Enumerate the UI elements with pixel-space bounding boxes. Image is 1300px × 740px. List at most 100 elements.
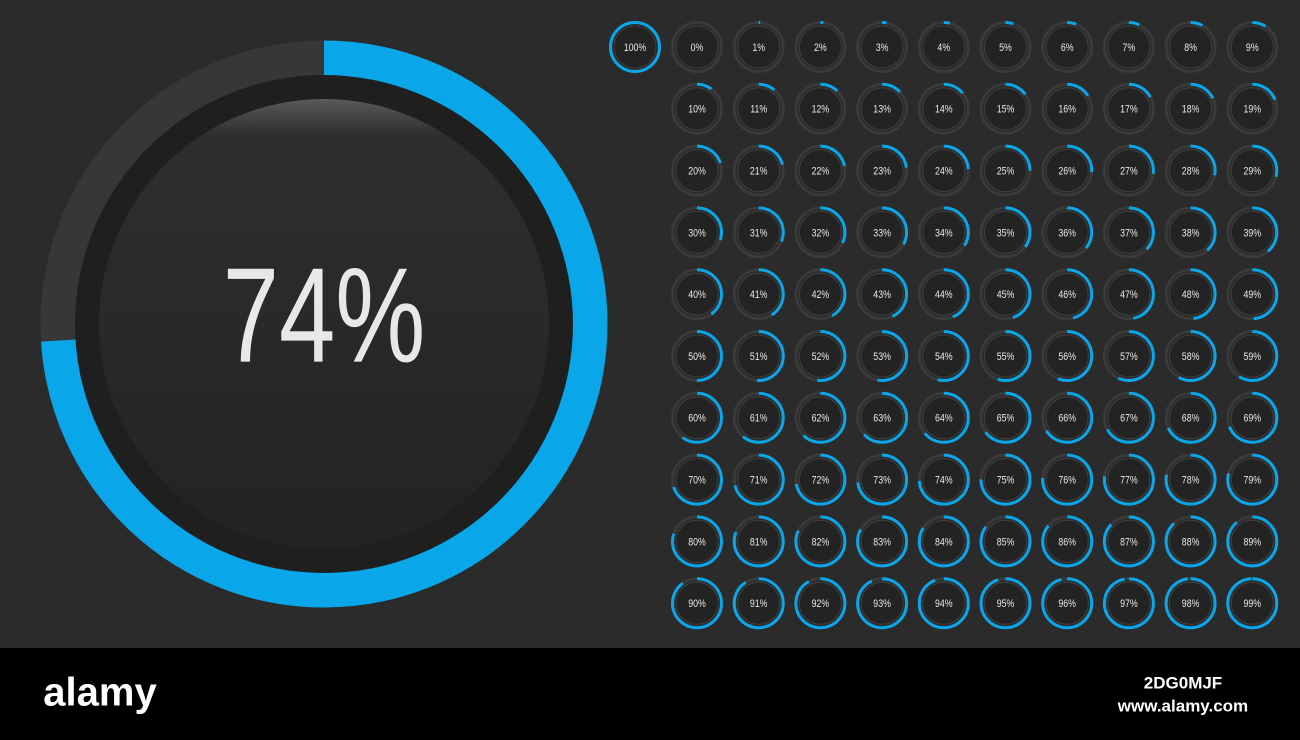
meter-label: 41% — [750, 289, 768, 301]
meter-button — [984, 25, 1027, 69]
meter-label: 98% — [1182, 598, 1200, 610]
meter-label: 93% — [873, 598, 891, 610]
meter-label: 52% — [812, 351, 830, 363]
meter-button — [1230, 25, 1274, 69]
meter-label: 63% — [873, 413, 891, 425]
meter-arc — [1102, 206, 1155, 259]
meter-label: 45% — [997, 289, 1015, 301]
meter-arc — [794, 453, 847, 506]
meter-arc — [917, 330, 970, 382]
meter-arc — [1164, 268, 1217, 321]
meter-button — [675, 87, 719, 131]
meter-arc — [732, 391, 785, 444]
meter-arc — [1102, 515, 1155, 568]
meter-label: 4% — [937, 42, 950, 54]
meter-label: 69% — [1244, 413, 1262, 425]
meter-label: 42% — [812, 289, 830, 301]
meter-arc — [1102, 577, 1155, 630]
meter-label: 20% — [688, 166, 706, 178]
meter-arc — [794, 206, 847, 259]
meter-button — [860, 396, 904, 440]
meter-arc — [671, 268, 723, 321]
meter-button — [1045, 520, 1089, 563]
meter-label: 6% — [1061, 42, 1074, 54]
meter-arc — [609, 21, 661, 73]
meter-button — [675, 396, 719, 440]
meter-arc — [1164, 391, 1217, 444]
meter-arc — [40, 40, 608, 608]
meter-label: 81% — [750, 536, 768, 548]
meter-label: 29% — [1244, 166, 1262, 178]
meter-label: 16% — [1058, 104, 1076, 116]
meter-button — [799, 272, 842, 316]
meter-button — [1045, 581, 1089, 625]
meter-label: 59% — [1244, 351, 1262, 363]
meter-button — [675, 334, 719, 378]
meter-button — [737, 149, 781, 193]
meter-button — [737, 581, 781, 625]
meter-button — [675, 149, 719, 193]
meter-arc — [1226, 268, 1279, 321]
meter-button — [1045, 149, 1089, 193]
meter-button — [860, 87, 904, 131]
meter-label: 80% — [688, 536, 706, 548]
meter-arc — [1226, 21, 1279, 73]
meter-label: 97% — [1120, 598, 1138, 610]
meter-arc — [1102, 144, 1155, 197]
meter-label: 74% — [223, 241, 426, 391]
meter-arc — [1102, 330, 1155, 382]
meter-arc — [1164, 330, 1217, 382]
meter-arc — [917, 82, 970, 135]
meter-label: 39% — [1244, 227, 1262, 239]
meter-arc — [794, 391, 847, 444]
meter-button — [1107, 87, 1151, 131]
meter-button — [984, 458, 1027, 502]
meter-button — [799, 334, 842, 378]
meter-arc — [1226, 453, 1279, 506]
meter-label: 96% — [1058, 598, 1076, 610]
meter-arc — [856, 330, 909, 382]
meter-arc — [856, 577, 909, 630]
meter-button — [1230, 458, 1274, 502]
meter-label: 7% — [1123, 42, 1136, 54]
meter-label: 34% — [935, 227, 953, 239]
meter-button — [799, 581, 842, 625]
meter-label: 48% — [1182, 289, 1200, 301]
meter-button — [922, 272, 966, 316]
meter-arc — [671, 206, 723, 259]
meter-arc — [1041, 206, 1094, 259]
meter-arc — [1226, 577, 1279, 630]
meter-label: 0% — [691, 42, 704, 54]
meter-arc — [917, 577, 970, 630]
meter-label: 73% — [873, 475, 891, 487]
meter-button — [1107, 581, 1151, 625]
meter-arc — [732, 206, 785, 259]
meter-label: 66% — [1058, 413, 1076, 425]
meter-arc — [732, 21, 785, 73]
meter-label: 65% — [997, 413, 1015, 425]
meter-button — [922, 210, 966, 254]
meter-arc — [1102, 391, 1155, 444]
meter-arc — [1164, 453, 1217, 506]
meter-button — [99, 99, 549, 549]
meter-button — [675, 210, 719, 254]
meter-label: 100% — [624, 42, 647, 54]
meter-button — [922, 25, 966, 69]
meter-arc — [856, 515, 909, 568]
meter-label: 91% — [750, 598, 768, 610]
meter-button — [1230, 210, 1274, 254]
meter-button — [1045, 396, 1089, 440]
meter-label: 72% — [812, 475, 830, 487]
meter-label: 9% — [1246, 42, 1259, 54]
meter-arc — [979, 515, 1032, 568]
meter-arc — [917, 206, 970, 259]
meter-label: 95% — [997, 598, 1015, 610]
meter-button — [1169, 581, 1212, 625]
meter-button — [675, 520, 719, 563]
meter-arc — [671, 144, 723, 197]
meter-arc — [1041, 453, 1094, 506]
meter-button — [984, 581, 1027, 625]
footer-logo: alamy — [43, 671, 157, 715]
meter-arc — [979, 144, 1032, 197]
